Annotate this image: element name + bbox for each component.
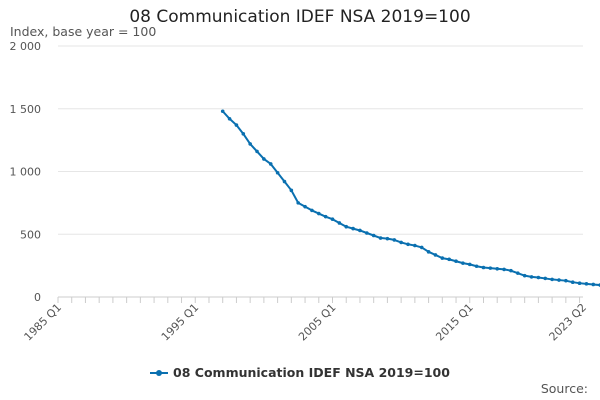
data-point[interactable] bbox=[564, 278, 568, 283]
y-tick-label: 500 bbox=[20, 228, 41, 241]
data-point[interactable] bbox=[323, 214, 328, 219]
data-point[interactable] bbox=[330, 217, 335, 221]
data-point[interactable] bbox=[584, 282, 589, 286]
data-point[interactable] bbox=[502, 267, 506, 272]
data-point[interactable] bbox=[392, 238, 397, 242]
data-point[interactable] bbox=[371, 233, 376, 238]
source-label: Source: bbox=[540, 381, 588, 396]
x-tick-label: 2005 Q1 bbox=[296, 301, 339, 344]
data-point[interactable] bbox=[337, 221, 342, 225]
data-point[interactable] bbox=[255, 149, 259, 154]
data-point[interactable] bbox=[220, 109, 225, 114]
grid-lines bbox=[58, 45, 583, 235]
chart-title: 08 Communication IDEF NSA 2019=100 bbox=[129, 7, 471, 27]
x-tick-label: 2023 Q2 bbox=[547, 301, 590, 344]
legend-swatch-icon bbox=[150, 368, 169, 378]
data-point[interactable] bbox=[447, 257, 451, 262]
legend-label: 08 Communication IDEF NSA 2019=100 bbox=[173, 365, 450, 380]
data-point[interactable] bbox=[474, 264, 479, 269]
data-point[interactable] bbox=[378, 236, 383, 240]
data-point[interactable] bbox=[454, 259, 458, 264]
x-tick-label: 1985 Q1 bbox=[22, 301, 65, 344]
y-tick-label: 2 000 bbox=[10, 40, 42, 53]
x-tick-label: 2015 Q1 bbox=[433, 301, 476, 344]
data-point[interactable] bbox=[344, 224, 349, 229]
y-tick-label: 0 bbox=[34, 291, 41, 304]
data-point[interactable] bbox=[536, 275, 541, 280]
data-point[interactable] bbox=[268, 162, 273, 166]
data-point[interactable] bbox=[577, 281, 582, 285]
series-points bbox=[220, 109, 600, 287]
y-tick-label: 1 500 bbox=[10, 103, 42, 116]
data-point[interactable] bbox=[275, 170, 280, 175]
data-point[interactable] bbox=[385, 236, 390, 241]
data-point[interactable] bbox=[529, 275, 534, 279]
y-axis-unit-label: Index, base year = 100 bbox=[10, 24, 157, 39]
data-point[interactable] bbox=[296, 201, 300, 205]
data-point[interactable] bbox=[303, 204, 307, 209]
data-point[interactable] bbox=[440, 256, 445, 260]
data-point[interactable] bbox=[557, 278, 561, 282]
x-axis: 1985 Q1 1995 Q1 2005 Q1 2015 Q1 2023 Q2 bbox=[22, 296, 590, 344]
data-point[interactable] bbox=[365, 231, 369, 235]
data-point[interactable] bbox=[591, 282, 596, 287]
data-point[interactable] bbox=[289, 188, 294, 193]
data-point[interactable] bbox=[351, 226, 355, 231]
data-point[interactable] bbox=[241, 132, 246, 136]
data-point[interactable] bbox=[433, 253, 438, 257]
data-point[interactable] bbox=[467, 262, 472, 267]
data-point[interactable] bbox=[413, 243, 417, 248]
series-line bbox=[221, 110, 600, 287]
data-point[interactable] bbox=[522, 273, 527, 278]
y-axis-ticks: 0 500 1 000 1 500 2 000 bbox=[10, 40, 42, 304]
data-point[interactable] bbox=[488, 266, 493, 270]
data-point[interactable] bbox=[310, 208, 314, 213]
data-point[interactable] bbox=[495, 266, 500, 271]
data-point[interactable] bbox=[234, 123, 239, 127]
data-point[interactable] bbox=[516, 271, 520, 275]
data-point[interactable] bbox=[248, 142, 252, 146]
data-point[interactable] bbox=[227, 116, 232, 121]
data-point[interactable] bbox=[461, 261, 465, 265]
data-point[interactable] bbox=[282, 179, 287, 184]
data-point[interactable] bbox=[550, 277, 554, 282]
data-point[interactable] bbox=[262, 157, 266, 161]
data-point[interactable] bbox=[419, 245, 424, 250]
data-point[interactable] bbox=[406, 242, 410, 247]
data-point[interactable] bbox=[543, 276, 548, 281]
data-point[interactable] bbox=[316, 211, 321, 216]
data-point[interactable] bbox=[509, 268, 513, 273]
legend[interactable]: 08 Communication IDEF NSA 2019=100 bbox=[0, 365, 600, 380]
series-line-path bbox=[221, 110, 600, 287]
data-point[interactable] bbox=[358, 228, 362, 233]
data-point[interactable] bbox=[570, 280, 575, 284]
data-point[interactable] bbox=[426, 250, 431, 254]
data-point[interactable] bbox=[481, 265, 486, 270]
data-point[interactable] bbox=[399, 240, 403, 245]
y-tick-label: 1 000 bbox=[10, 166, 42, 179]
x-tick-label: 1995 Q1 bbox=[159, 301, 202, 344]
